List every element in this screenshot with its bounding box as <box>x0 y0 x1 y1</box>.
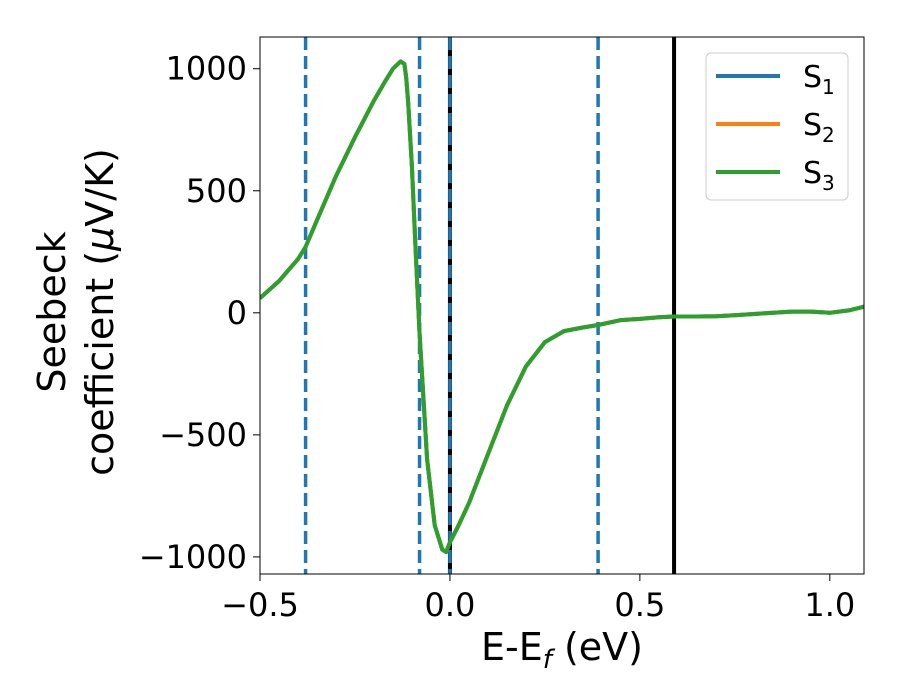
y-axis-label-line2: coefficient (μV/K) <box>78 148 122 476</box>
legend-label-S3: S3 <box>803 156 835 195</box>
y-tick-label: −500 <box>159 416 247 454</box>
x-tick-label: 0.0 <box>424 586 475 624</box>
x-tick-label: 1.0 <box>804 586 855 624</box>
y-axis-label-line1: Seebeck <box>30 231 74 392</box>
x-axis-label: E-Ef (eV) <box>481 625 643 675</box>
y-tick-label: 1000 <box>166 50 247 88</box>
y-tick-label: −1000 <box>139 538 247 576</box>
legend-box <box>705 52 849 201</box>
y-tick-label: 0 <box>227 294 247 332</box>
x-tick-label: 0.5 <box>614 586 665 624</box>
x-tick-label: −0.5 <box>221 586 299 624</box>
series-line-S3 <box>260 59 864 554</box>
y-tick-label: 500 <box>186 172 247 210</box>
legend-label-S1: S1 <box>803 60 835 99</box>
legend: S1 S2 S3 <box>705 52 849 201</box>
plot-frame <box>259 36 865 575</box>
legend-label-S2: S2 <box>803 108 835 147</box>
